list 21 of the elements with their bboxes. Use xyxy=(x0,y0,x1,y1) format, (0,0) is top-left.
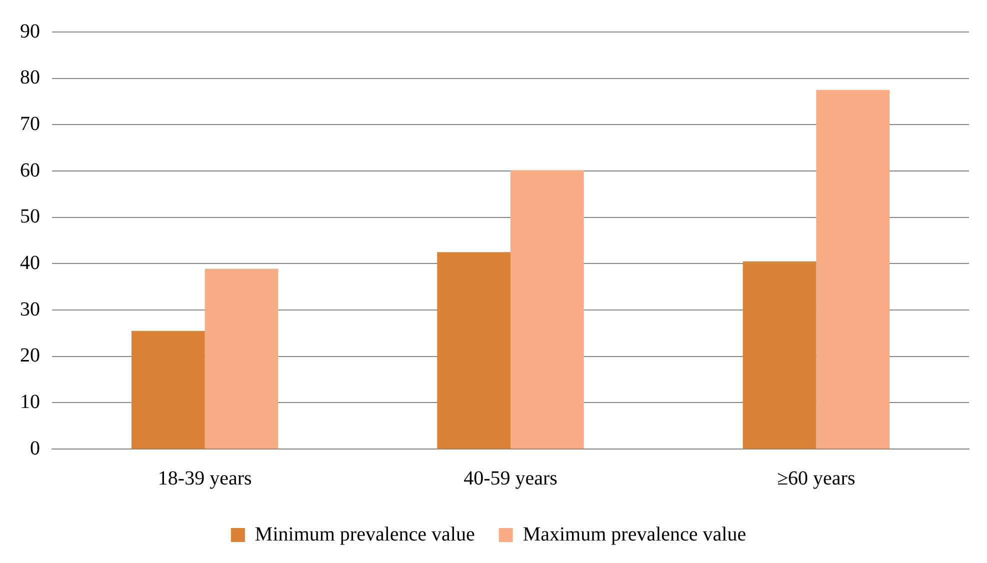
y-tick-label: 10 xyxy=(20,390,40,413)
y-tick-label: 90 xyxy=(20,20,40,42)
y-tick-label: 70 xyxy=(20,112,40,135)
y-tick-label: 20 xyxy=(20,344,40,367)
y-tick-label: 80 xyxy=(20,66,40,89)
bar xyxy=(510,170,584,448)
bar xyxy=(437,252,510,448)
y-tick-label: 40 xyxy=(20,252,40,274)
x-tick-label: 40-59 years xyxy=(464,467,558,490)
y-tick-label: 50 xyxy=(20,206,40,228)
bar xyxy=(131,330,205,448)
legend-label: Maximum prevalence value xyxy=(522,523,746,546)
y-tick-label: 30 xyxy=(20,298,40,320)
bar xyxy=(204,268,278,448)
y-tick-label: 0 xyxy=(30,437,40,460)
y-tick-label: 60 xyxy=(20,159,40,182)
legend-label: Minimum prevalence value xyxy=(254,523,475,546)
x-tick-label: ≥60 years xyxy=(777,467,856,490)
bar xyxy=(816,90,890,448)
x-tick-label: 18-39 years xyxy=(158,467,252,490)
bar xyxy=(742,261,816,448)
